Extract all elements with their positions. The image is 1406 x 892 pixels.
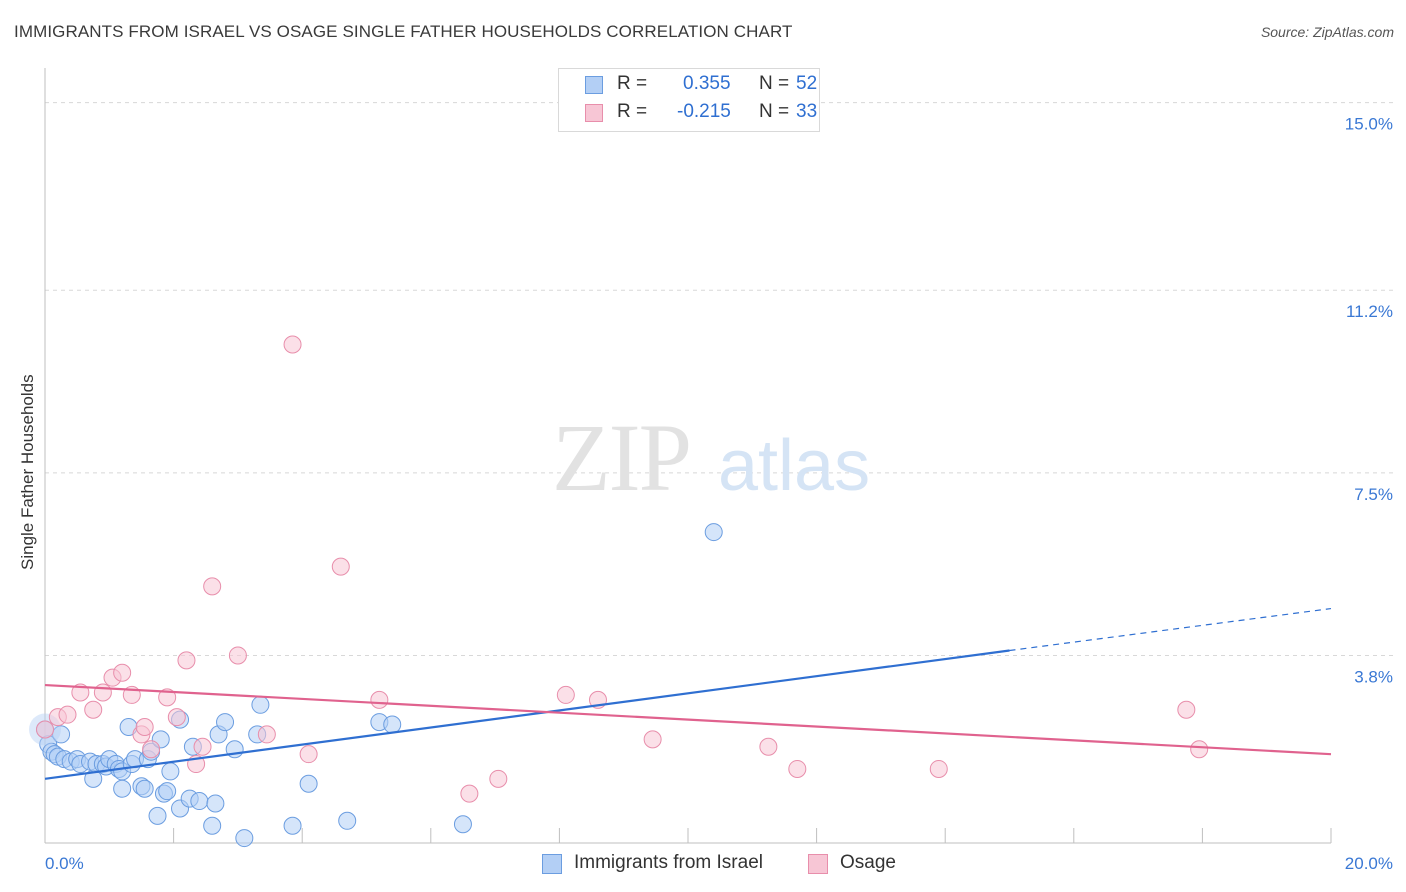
data-point-osage <box>113 663 132 682</box>
trendline-israel-extension <box>1009 607 1332 652</box>
data-point-israel <box>52 725 71 744</box>
data-point-osage <box>929 759 948 778</box>
data-point-israel <box>338 811 357 830</box>
data-point-israel <box>251 695 270 714</box>
data-point-israel <box>113 779 132 798</box>
data-point-osage <box>203 577 222 596</box>
data-point-osage <box>84 700 103 719</box>
x-tick-label: 0.0% <box>45 854 84 873</box>
data-point-israel <box>216 713 235 732</box>
data-point-osage <box>135 718 154 737</box>
data-point-israel <box>203 816 222 835</box>
data-point-israel <box>206 794 225 813</box>
legend-r-label: R = <box>617 73 648 94</box>
data-point-israel <box>453 815 472 834</box>
y-tick-label: 15.0% <box>1345 115 1393 134</box>
series-osage <box>36 335 1209 803</box>
legend-label-osage: Osage <box>840 852 896 873</box>
data-point-israel <box>158 782 177 801</box>
legend-swatch-blue <box>542 854 562 874</box>
gridlines <box>45 102 1394 656</box>
data-point-osage <box>1190 740 1209 759</box>
trendlines <box>44 607 1332 780</box>
legend-n-label: N = <box>759 73 790 94</box>
data-point-osage <box>228 646 247 665</box>
data-point-osage <box>36 720 54 739</box>
legend-swatch-pink <box>585 104 603 122</box>
y-axis-label: Single Father Households <box>18 374 37 570</box>
y-tick-label: 3.8% <box>1354 667 1393 686</box>
watermark-zip: ZIP <box>552 404 690 511</box>
data-point-israel <box>135 779 154 798</box>
legend-n-label: N = <box>759 101 790 122</box>
source-label: Source: ZipAtlas.com <box>1260 24 1394 40</box>
legend-n-value: 52 <box>796 73 818 94</box>
data-point-israel <box>299 774 318 793</box>
axes <box>44 68 1332 844</box>
legend-r-label: R = <box>617 101 648 122</box>
legend-n-value: 33 <box>796 101 818 122</box>
data-point-israel <box>190 792 209 811</box>
legend-swatch-blue <box>585 76 603 94</box>
data-point-osage <box>58 705 77 724</box>
data-point-osage <box>142 740 161 759</box>
trendline-israel <box>44 649 1010 780</box>
legend-r-value: -0.215 <box>677 101 731 122</box>
data-point-osage <box>93 683 112 702</box>
y-tick-label: 7.5% <box>1354 485 1393 504</box>
data-point-osage <box>283 335 302 354</box>
x-tick-label: 20.0% <box>1345 854 1393 873</box>
data-point-osage <box>370 690 389 709</box>
data-point-israel <box>283 816 302 835</box>
watermark-atlas: atlas <box>718 426 870 506</box>
data-point-israel <box>161 762 180 781</box>
data-point-osage <box>299 745 318 764</box>
legend-label-israel: Immigrants from Israel <box>574 852 763 873</box>
watermark: ZIP atlas <box>552 404 870 511</box>
y-tick-label: 11.2% <box>1346 302 1393 321</box>
legend-r-value: 0.355 <box>683 73 731 94</box>
legend-swatch-pink <box>808 854 828 874</box>
data-point-osage <box>167 708 186 727</box>
data-point-osage <box>177 651 196 670</box>
data-point-osage <box>257 725 276 744</box>
data-point-osage <box>193 737 212 756</box>
series-immigrants-from-israel <box>29 523 723 848</box>
data-point-osage <box>556 685 575 704</box>
data-point-osage <box>1177 700 1196 719</box>
trendline-osage <box>44 683 1332 756</box>
data-point-osage <box>460 784 479 803</box>
data-point-osage <box>759 737 778 756</box>
data-point-osage <box>158 688 177 707</box>
data-point-osage <box>489 769 508 788</box>
chart-title: IMMIGRANTS FROM ISRAEL VS OSAGE SINGLE F… <box>14 22 793 41</box>
data-point-israel <box>704 523 723 542</box>
data-point-israel <box>235 829 254 848</box>
data-point-osage <box>331 557 350 576</box>
data-point-osage <box>788 759 807 778</box>
data-point-osage <box>643 730 662 749</box>
tick-labels: 3.8% 7.5% 11.2% 15.0% 0.0% 20.0% <box>45 115 1393 873</box>
legend-stats: R = 0.355 N = 52 R = -0.215 N = 33 <box>558 68 820 132</box>
data-point-israel <box>383 715 402 734</box>
data-point-israel <box>148 806 167 825</box>
